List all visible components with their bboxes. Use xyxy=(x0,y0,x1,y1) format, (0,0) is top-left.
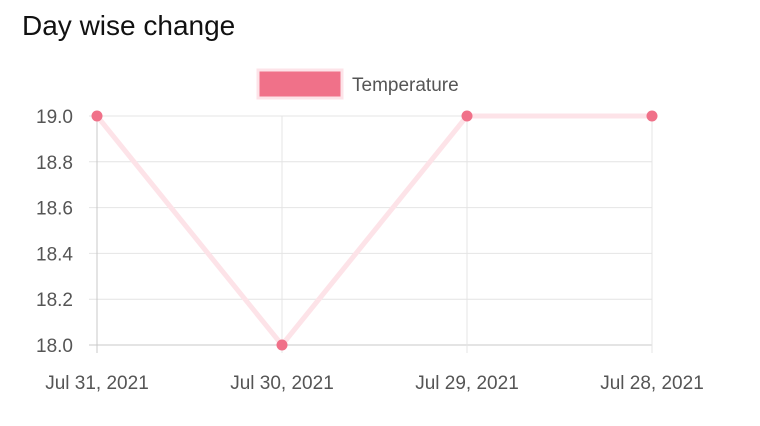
x-axis-ticks: Jul 31, 2021 Jul 30, 2021 Jul 29, 2021 Jul … xyxy=(45,373,704,394)
y-tick-label: 18.4 xyxy=(36,244,73,265)
legend-label[interactable]: Temperature xyxy=(352,75,459,96)
data-point[interactable] xyxy=(276,339,288,351)
y-tick-label: 18.6 xyxy=(36,199,73,220)
y-axis-ticks: 19.0 18.8 18.6 18.4 18.2 18.0 xyxy=(36,107,73,357)
y-tick-label: 18.2 xyxy=(36,290,73,311)
x-tick-label: Jul 30, 2021 xyxy=(230,373,334,394)
x-tick-label: Jul 29, 2021 xyxy=(415,373,519,394)
x-tick-label: Jul 28, 2021 xyxy=(600,373,704,394)
legend[interactable]: Temperature xyxy=(256,68,459,100)
x-tick-label: Jul 31, 2021 xyxy=(45,373,149,394)
y-tick-label: 18.8 xyxy=(36,153,73,174)
legend-swatch[interactable] xyxy=(256,68,344,100)
y-tick-label: 18.0 xyxy=(36,336,73,357)
grid xyxy=(89,115,653,353)
data-point[interactable] xyxy=(461,110,473,122)
data-point[interactable] xyxy=(91,110,103,122)
data-point[interactable] xyxy=(646,110,658,122)
y-tick-label: 19.0 xyxy=(36,107,73,128)
page-title: Day wise change xyxy=(22,10,236,41)
series-temperature xyxy=(91,110,658,351)
series-line xyxy=(95,113,652,349)
